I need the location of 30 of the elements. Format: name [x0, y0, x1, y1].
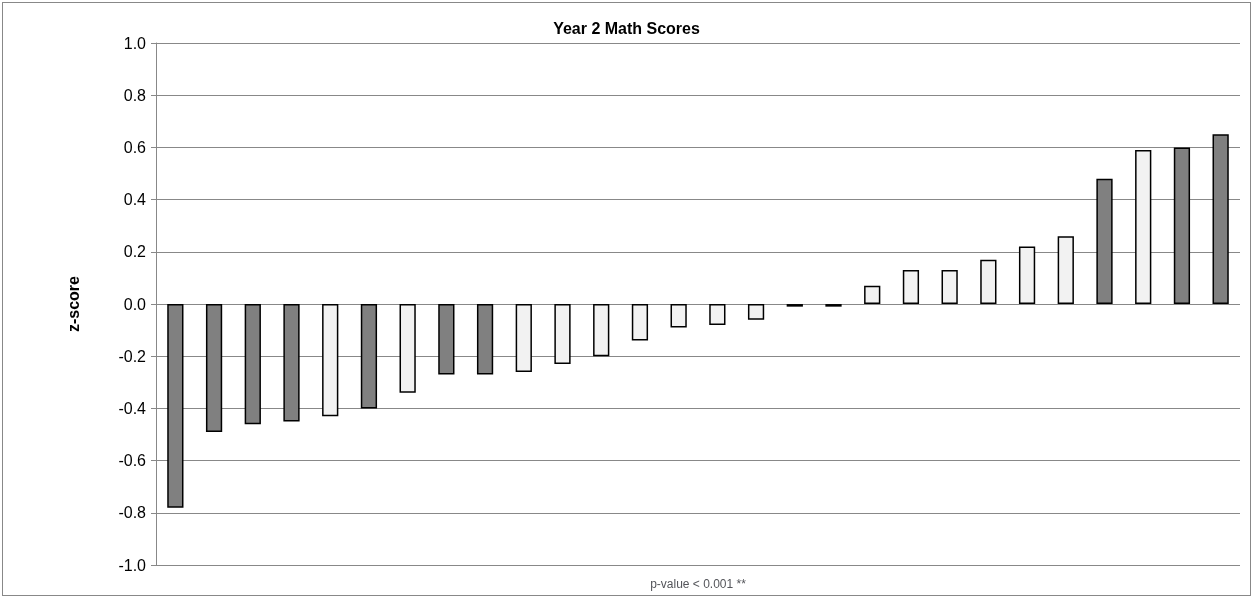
y-tick-label: 0.4	[123, 191, 147, 209]
y-tick-label: 0.2	[123, 243, 147, 261]
y-tick-label: 0.8	[123, 86, 147, 104]
x-axis-title: p-value < 0.001 **	[650, 577, 747, 591]
bar	[399, 304, 416, 393]
bar	[864, 285, 881, 305]
bar	[1018, 246, 1036, 305]
y-tick-label: 0.6	[123, 138, 147, 156]
y-axis-title: z-score	[64, 275, 82, 333]
bar	[1135, 150, 1152, 305]
bar	[515, 304, 532, 372]
bar	[554, 304, 571, 365]
y-tick-label: -1.0	[118, 556, 147, 574]
bar	[1057, 236, 1074, 305]
bar	[593, 304, 610, 357]
y-tick-label: -0.6	[118, 452, 147, 470]
bar	[902, 270, 920, 305]
bar	[322, 304, 339, 417]
bar	[747, 304, 765, 320]
y-tick-label: 1.0	[123, 34, 147, 52]
bar	[941, 270, 958, 305]
chart-title: Year 2 Math Scores	[553, 19, 700, 37]
bar	[670, 304, 687, 328]
y-tick-label: -0.2	[118, 347, 147, 365]
bar	[631, 304, 649, 341]
bar	[980, 259, 997, 305]
y-tick-label: -0.8	[118, 504, 147, 522]
bar	[709, 304, 726, 325]
y-tick-label: -0.4	[118, 399, 147, 417]
y-tick-label: 0.0	[123, 295, 147, 313]
